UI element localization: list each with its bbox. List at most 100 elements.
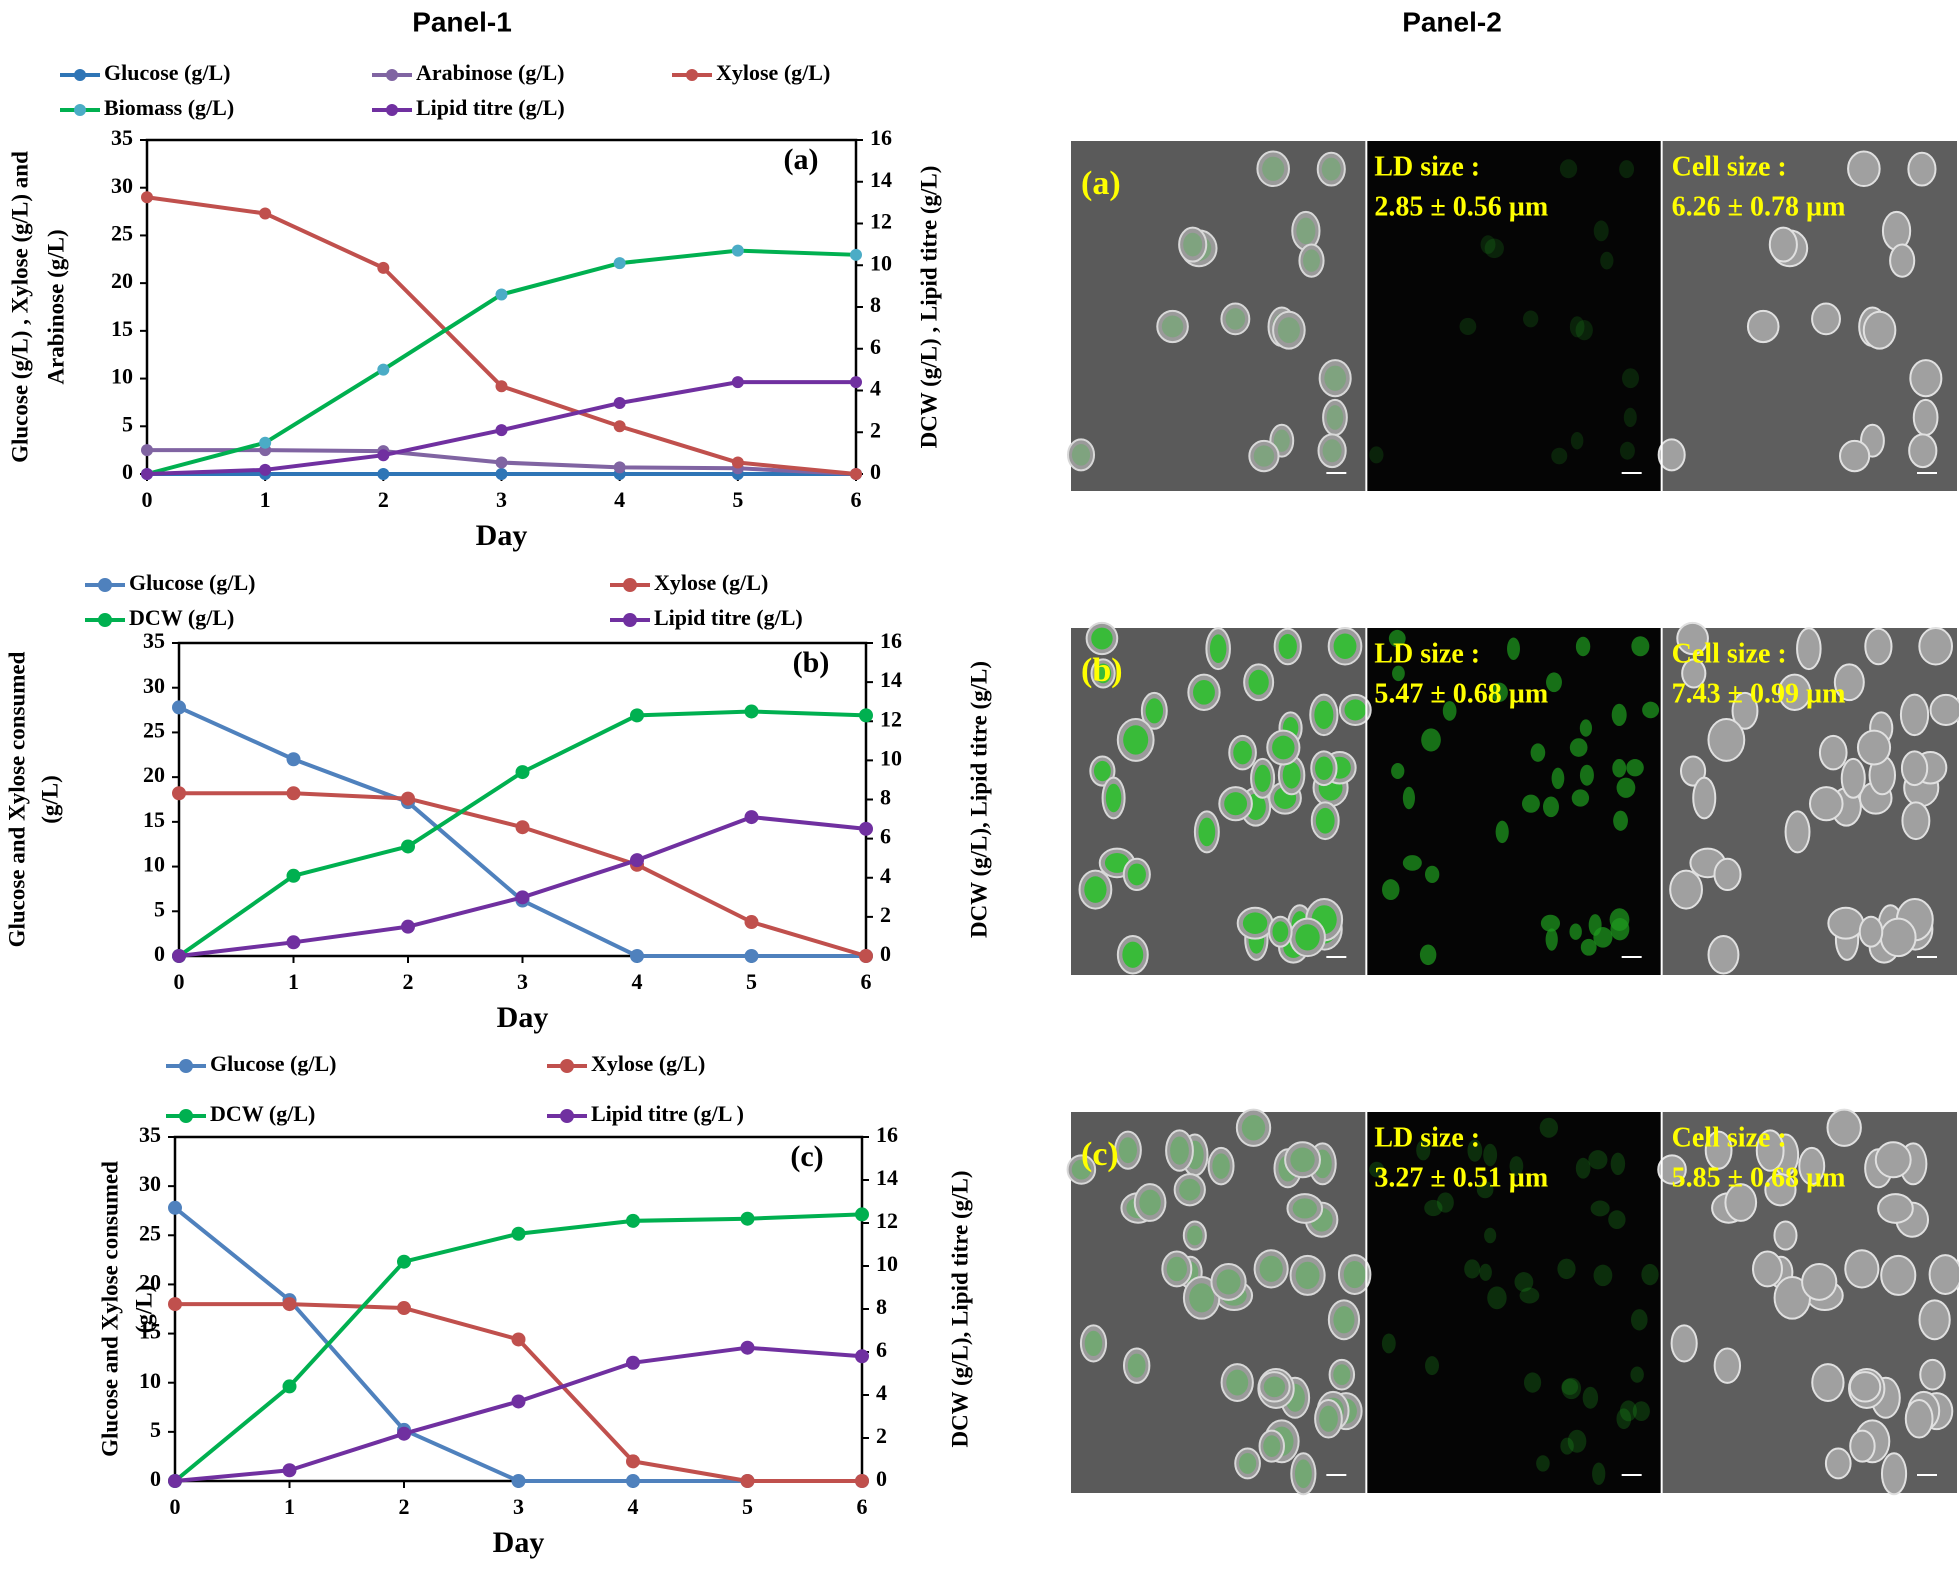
lipid-droplet	[1241, 1115, 1266, 1141]
lipid-droplet	[1569, 738, 1588, 757]
data-point	[613, 257, 626, 270]
cell	[1253, 1249, 1289, 1289]
series-line	[175, 1302, 862, 1483]
lipid-droplet	[1321, 157, 1341, 181]
y-tick-label: 25	[143, 717, 165, 742]
data-point	[515, 765, 530, 780]
lipid-droplet	[1551, 447, 1568, 465]
lipid-droplet	[1216, 1269, 1241, 1295]
y-tick-label: 30	[139, 1171, 161, 1196]
lipid-droplet	[1593, 927, 1613, 948]
lipid-droplet	[1272, 921, 1289, 943]
y-tick-label: 10	[139, 1368, 161, 1393]
cell	[1833, 663, 1865, 702]
lipid-droplet	[1571, 789, 1590, 807]
y-tick-label: 30	[143, 673, 165, 698]
y-tick-label: 25	[111, 220, 133, 245]
lipid-droplet	[1480, 235, 1496, 254]
lipid-droplet	[1122, 941, 1144, 968]
cell	[1724, 1183, 1758, 1222]
cell	[1079, 1324, 1108, 1363]
lipid-droplet	[1262, 156, 1285, 181]
cell	[1272, 310, 1306, 350]
cell	[1298, 243, 1325, 278]
lipid-droplet	[1416, 1139, 1431, 1161]
lipid-droplet	[1630, 1366, 1644, 1383]
lipid-droplet	[1630, 1309, 1648, 1331]
y-axis-label: Glucose and Xylose consumed	[4, 651, 29, 947]
y-tick-label: 30	[111, 173, 133, 198]
lipid-droplet	[1259, 1255, 1283, 1282]
lipid-droplet	[1459, 317, 1477, 336]
data-point	[495, 288, 508, 301]
y2-tick-label: 14	[870, 167, 892, 192]
lipid-droplet	[1442, 700, 1457, 721]
x-tick-label: 4	[632, 969, 643, 994]
data-point	[626, 1355, 640, 1370]
y-tick-label: 15	[143, 807, 165, 832]
cell	[1679, 755, 1707, 787]
cell	[1773, 1220, 1798, 1251]
cell	[1901, 801, 1931, 841]
lipid-droplet	[1238, 1452, 1257, 1474]
data-point	[168, 1474, 182, 1488]
y-tick-label: 25	[139, 1220, 161, 1245]
lipid-droplet	[1582, 1386, 1599, 1409]
y2-axis-label: DCW (g/L), Lipid titre (g/L)	[947, 1170, 972, 1447]
lipid-droplet	[1621, 368, 1640, 389]
lipid-droplet	[1123, 725, 1149, 755]
lipid-droplet	[1292, 1198, 1317, 1219]
lipid-droplet	[1590, 1200, 1610, 1217]
lipid-droplet	[1631, 636, 1650, 657]
lipid-droplet	[1198, 817, 1216, 847]
x-tick-label: 2	[403, 969, 414, 994]
y-tick-label: 5	[154, 896, 165, 921]
lipid-droplet	[1483, 1143, 1498, 1167]
cell	[1811, 302, 1841, 336]
legend-marker	[686, 69, 698, 81]
data-point	[495, 456, 508, 469]
cell	[1066, 1154, 1097, 1185]
x-tick-label: 3	[496, 487, 507, 512]
cell	[1818, 734, 1848, 771]
cell	[1220, 1363, 1254, 1402]
x-tick-label: 0	[170, 1494, 181, 1519]
cell	[1220, 302, 1251, 336]
cell-size-value: 6.26 ± 0.78 µm	[1672, 191, 1846, 222]
cell	[1669, 869, 1703, 910]
x-tick-label: 5	[732, 487, 743, 512]
cell	[1316, 151, 1346, 187]
data-point	[511, 1332, 526, 1347]
lipid-droplet	[1402, 786, 1415, 810]
lipid-droplet	[1569, 923, 1582, 940]
legend-marker	[74, 104, 86, 116]
lipid-droplet	[1303, 249, 1320, 272]
lipid-droplet	[1495, 820, 1509, 844]
lipid-droplet	[1641, 1263, 1659, 1286]
cell	[1844, 1249, 1880, 1289]
ld-size-title: LD size :	[1374, 1122, 1480, 1153]
y2-tick-label: 16	[876, 1122, 898, 1147]
y2-tick-label: 10	[870, 250, 892, 275]
lipid-droplet	[1560, 1437, 1574, 1455]
legend-label: DCW (g/L)	[210, 1101, 315, 1126]
panel-label: (c)	[790, 1140, 823, 1173]
lipid-droplet	[1084, 1330, 1103, 1357]
cell	[1210, 1262, 1247, 1301]
cell	[1286, 1193, 1324, 1224]
lipid-droplet	[1588, 1150, 1608, 1170]
lipid-droplet	[1209, 634, 1227, 664]
y2-axis-label: DCW (g/L) , Lipid titre (g/L)	[916, 166, 941, 449]
cell	[1856, 729, 1892, 766]
lipid-droplet	[1179, 1178, 1201, 1201]
lipid-droplet	[1575, 636, 1591, 657]
panel-title: Panel-2	[1402, 6, 1502, 37]
micrograph-dic	[1661, 141, 1957, 491]
lipid-droplet	[1290, 1147, 1315, 1173]
cell	[1122, 1347, 1151, 1384]
y2-tick-label: 8	[876, 1294, 887, 1319]
lipid-droplet	[1084, 876, 1107, 903]
lipid-droplet	[1507, 637, 1520, 660]
y-tick-label: 0	[150, 1466, 161, 1491]
y2-tick-label: 0	[876, 1466, 887, 1491]
